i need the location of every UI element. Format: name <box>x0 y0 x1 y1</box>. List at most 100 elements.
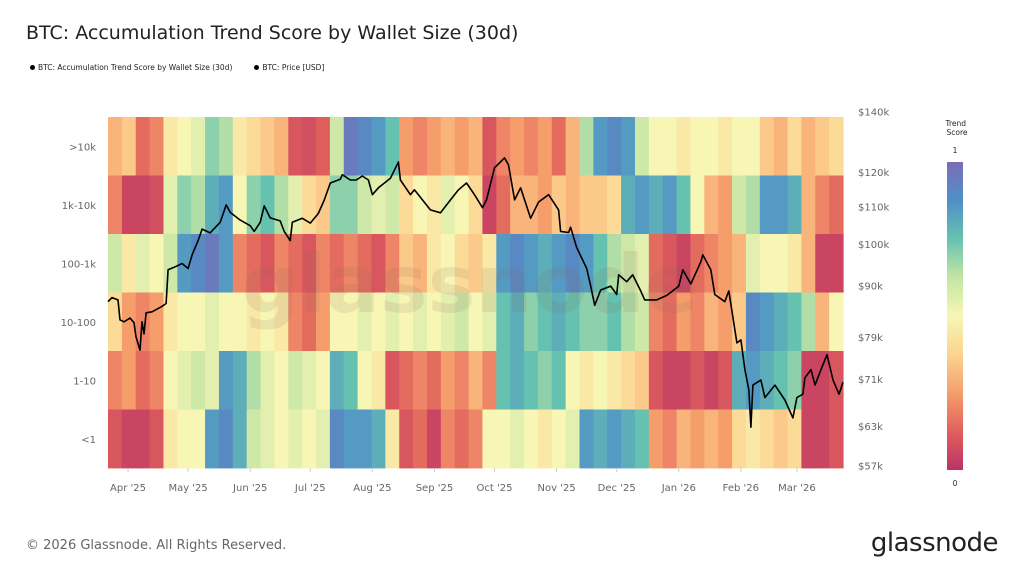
heatmap-cell <box>732 117 747 176</box>
heatmap-cell <box>413 117 428 176</box>
heatmap-cell <box>135 409 151 469</box>
heatmap-cell <box>343 117 359 176</box>
heatmap-cell <box>718 117 733 176</box>
heatmap-cell <box>426 117 442 176</box>
legend-item-price[interactable]: BTC: Price [USD] <box>254 63 324 72</box>
heatmap-cell <box>787 175 802 235</box>
heatmap-cell <box>829 351 844 410</box>
heatmap-cell <box>163 234 178 293</box>
heatmap-cell <box>524 351 539 410</box>
heatmap-cell <box>648 117 664 176</box>
heatmap-cell <box>302 175 317 235</box>
heatmap-cell <box>732 175 747 235</box>
heatmap-cell <box>468 234 484 293</box>
heatmap-cell <box>745 351 761 410</box>
heatmap-cell <box>191 234 206 293</box>
heatmap-cell <box>787 409 802 469</box>
heatmap-cell <box>537 292 553 352</box>
heatmap-cell <box>246 175 262 235</box>
y-tick-label: $71k <box>858 375 883 386</box>
heatmap-cell <box>316 292 331 352</box>
heatmap-cell <box>607 351 622 410</box>
heatmap-cell <box>440 351 456 410</box>
heatmap-cell <box>371 292 386 352</box>
heatmap-cell <box>413 292 428 352</box>
x-tick-label: Apr '25 <box>110 483 146 494</box>
heatmap-cell <box>745 175 761 235</box>
heatmap-cell <box>399 234 414 293</box>
heatmap-cell <box>149 234 165 293</box>
heatmap-cell <box>399 409 414 469</box>
heatmap-cell <box>773 234 789 293</box>
heatmap-cell <box>329 351 345 410</box>
heatmap-cell <box>357 351 373 410</box>
heatmap-cell <box>205 409 220 469</box>
heatmap-cell <box>593 117 608 176</box>
heatmap-cell <box>565 351 581 410</box>
heatmap-cell <box>135 292 151 352</box>
heatmap-cell <box>385 234 400 293</box>
heatmap-cell <box>732 234 747 293</box>
heatmap-cell <box>302 409 317 469</box>
heatmap-cell <box>510 292 525 352</box>
glassnode-logo[interactable]: glassnode <box>870 528 999 558</box>
heatmap-cell <box>135 234 151 293</box>
heatmap-cell <box>108 175 123 235</box>
heatmap-cell <box>163 351 178 410</box>
heatmap-cell <box>454 292 470 352</box>
heatmap-cell <box>565 117 581 176</box>
x-tick-label: Nov '25 <box>538 483 576 494</box>
heatmap-cell <box>662 409 678 469</box>
heatmap-cell <box>551 234 567 293</box>
heatmap-cell <box>232 409 248 469</box>
heatmap-cell <box>177 234 192 293</box>
heatmap-cell <box>468 117 484 176</box>
heatmap-cell <box>621 409 636 469</box>
heatmap-cell <box>163 292 178 352</box>
heatmap-cell <box>177 409 192 469</box>
heatmap-cell <box>302 351 317 410</box>
y-axis-price: $140k $120k $110k $100k $90k $79k $71k $63k $57k <box>858 108 889 473</box>
heatmap-cell <box>205 292 220 352</box>
heatmap-cell <box>718 351 733 410</box>
heatmap-cell <box>357 409 373 469</box>
heatmap-cell <box>690 409 705 469</box>
heatmap-cell <box>440 117 456 176</box>
heatmap-cell <box>579 409 594 469</box>
heatmap-cell <box>634 351 650 410</box>
heatmap-cell <box>482 292 497 352</box>
heatmap-cell <box>343 351 359 410</box>
legend-dot-icon <box>254 65 260 70</box>
heatmap-cell <box>343 175 359 235</box>
heatmap-cell <box>648 234 664 293</box>
row-label: 1-10 <box>73 376 96 387</box>
heatmap-cell <box>413 409 428 469</box>
heatmap-cell <box>593 409 608 469</box>
heatmap-cell <box>815 175 830 235</box>
heatmap-cell <box>218 409 234 469</box>
heatmap-cell <box>440 234 456 293</box>
heatmap-cell <box>288 351 303 410</box>
heatmap-cell <box>773 292 789 352</box>
heatmap-cell <box>662 117 678 176</box>
heatmap-cell <box>579 351 594 410</box>
copyright: © 2026 Glassnode. All Rights Reserved. <box>26 538 287 553</box>
heatmap-cell <box>537 175 553 235</box>
heatmap-cell <box>524 409 539 469</box>
legend: BTC: Accumulation Trend Score by Wallet … <box>30 63 324 72</box>
heatmap-cell <box>399 175 414 235</box>
x-tick-label: Oct '25 <box>477 483 513 494</box>
heatmap <box>108 117 844 469</box>
heatmap-cell <box>288 409 303 469</box>
heatmap-cell <box>385 175 400 235</box>
heatmap-cell <box>343 292 359 352</box>
row-label: >10k <box>69 142 96 153</box>
heatmap-cell <box>108 117 123 176</box>
legend-item-trend-score[interactable]: BTC: Accumulation Trend Score by Wallet … <box>30 63 232 72</box>
heatmap-cell <box>149 117 165 176</box>
legend-label: BTC: Price [USD] <box>262 63 325 72</box>
heatmap-cell <box>565 292 581 352</box>
heatmap-cell <box>634 234 650 293</box>
heatmap-cell <box>759 351 775 410</box>
